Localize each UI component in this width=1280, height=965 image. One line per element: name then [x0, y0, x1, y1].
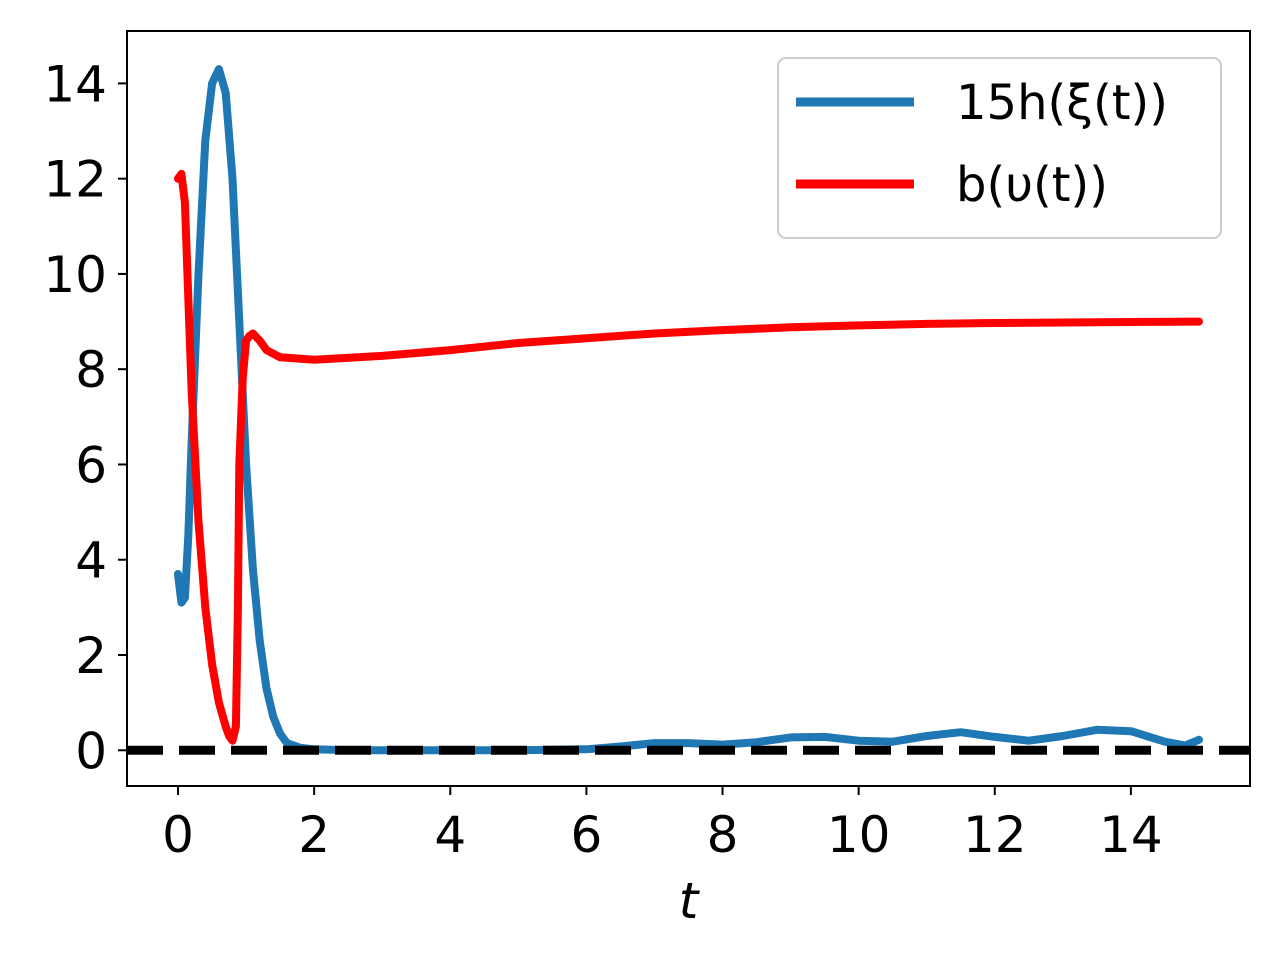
- legend: 15h(ξ(t)) b(υ(t)): [777, 57, 1222, 239]
- y-tick-label: 2: [75, 627, 107, 685]
- x-tick-label: 12: [963, 806, 1027, 864]
- y-tick-label: 10: [43, 246, 107, 304]
- y-tick-label: 4: [75, 532, 107, 590]
- x-axis-ticks: 0 2 4 6 8 10 12 14: [162, 786, 1163, 864]
- y-tick-label: 0: [75, 722, 107, 780]
- x-axis-label: t: [679, 872, 701, 930]
- x-tick-label: 14: [1099, 806, 1163, 864]
- y-tick-label: 12: [43, 151, 107, 209]
- plot-frame: [126, 30, 1251, 787]
- legend-label: 15h(ξ(t)): [956, 75, 1168, 131]
- x-tick-label: 10: [827, 806, 891, 864]
- y-tick-label: 6: [75, 436, 107, 494]
- series-line-0: [174, 65, 1203, 755]
- y-tick-label: 8: [75, 341, 107, 399]
- x-tick-label: 2: [298, 806, 330, 864]
- x-tick-label: 4: [434, 806, 466, 864]
- plot-series-group: [127, 65, 1250, 755]
- y-tick-label: 14: [43, 55, 107, 113]
- x-tick-label: 6: [571, 806, 603, 864]
- series-line-1: [174, 169, 1203, 745]
- x-tick-label: 0: [162, 806, 194, 864]
- y-axis-ticks: 0 2 4 6 8 10 12 14: [43, 55, 127, 780]
- x-tick-label: 8: [707, 806, 739, 864]
- legend-label: b(υ(t)): [956, 157, 1108, 213]
